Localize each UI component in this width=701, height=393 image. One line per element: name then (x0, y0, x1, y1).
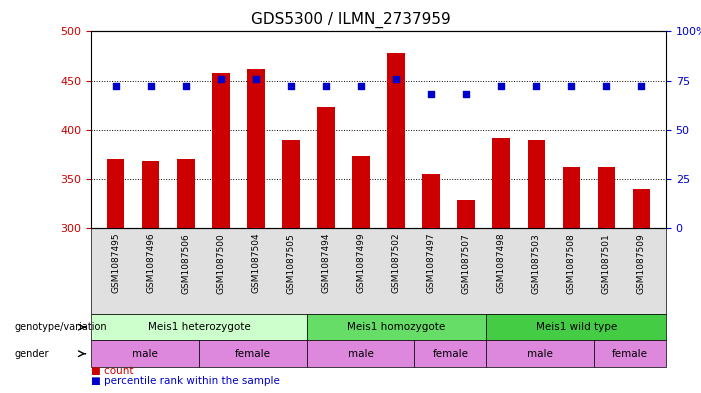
Point (320, 83, 332, 90)
Bar (177, 159, 195, 228)
Bar (317, 107, 335, 228)
Point (566, 83, 577, 90)
Point (531, 83, 542, 90)
Point (145, 83, 156, 90)
Bar (422, 174, 440, 228)
Bar (492, 138, 510, 228)
Text: female: female (235, 349, 271, 359)
Text: Meis1 wild type: Meis1 wild type (536, 322, 617, 332)
Text: male: male (348, 349, 374, 359)
Point (426, 91, 437, 97)
Bar (247, 69, 265, 228)
Point (355, 83, 367, 90)
Point (110, 83, 121, 90)
Text: male: male (527, 349, 553, 359)
Point (250, 75, 261, 82)
Bar (212, 73, 230, 228)
Point (390, 75, 402, 82)
Point (636, 83, 647, 90)
Text: Meis1 homozygote: Meis1 homozygote (348, 322, 446, 332)
Text: male: male (132, 349, 158, 359)
Text: ■ percentile rank within the sample: ■ percentile rank within the sample (91, 376, 280, 386)
Bar (457, 200, 475, 228)
Point (601, 83, 612, 90)
Text: Meis1 heterozygote: Meis1 heterozygote (147, 322, 250, 332)
Bar (527, 140, 545, 228)
Bar (282, 140, 299, 228)
Point (496, 83, 507, 90)
Text: female: female (612, 349, 648, 359)
Bar (387, 53, 405, 228)
Point (215, 75, 226, 82)
Bar (632, 189, 650, 228)
Bar (597, 167, 615, 228)
Bar (353, 156, 370, 228)
Bar (142, 161, 160, 228)
Point (285, 83, 297, 90)
Bar (562, 167, 580, 228)
Text: GDS5300 / ILMN_2737959: GDS5300 / ILMN_2737959 (251, 12, 450, 28)
Text: female: female (433, 349, 468, 359)
Text: gender: gender (14, 349, 48, 359)
Text: genotype/variation: genotype/variation (14, 322, 107, 332)
Point (461, 91, 472, 97)
Bar (107, 159, 125, 228)
Text: ■ count: ■ count (91, 366, 134, 376)
Point (180, 83, 191, 90)
